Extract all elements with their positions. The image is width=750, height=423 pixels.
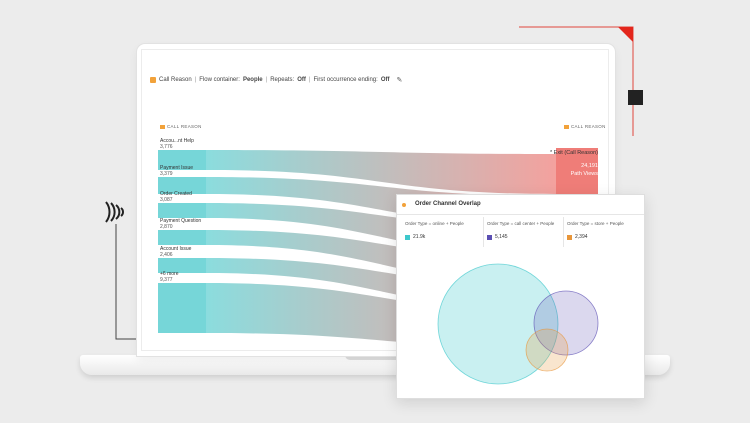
segment-value: 21.9k (413, 234, 426, 240)
left-header-label: CALL REASON (167, 124, 202, 129)
segment-name: Order Type = store + People (567, 221, 624, 226)
flow-ribbon[interactable] (206, 150, 556, 194)
dimension-name[interactable]: Call Reason (159, 77, 192, 83)
first-occurrence-value[interactable]: Off (380, 77, 390, 83)
flow-node-value: 3,087 (160, 197, 173, 203)
segment-name: Order Type = call center + People (487, 221, 555, 226)
venn-diagram (437, 263, 599, 385)
first-occurrence-label: First occurrence ending: (313, 77, 378, 83)
segment-swatch (487, 234, 492, 240)
container-value[interactable]: People (242, 77, 263, 83)
order-channel-overlap-card: Order Channel Overlap Order Type = onlin… (396, 194, 645, 399)
container-label: Flow container: (199, 77, 240, 83)
edit-pencil-icon[interactable]: ✎ (396, 77, 403, 84)
laptop-notch (345, 355, 405, 360)
segment-count: 2,394 (567, 234, 588, 240)
flow-node-value: 9,377 (160, 277, 173, 283)
bracket-line (115, 224, 140, 340)
signal-arcs-icon (105, 201, 124, 223)
segment-value: 2,394 (575, 234, 588, 240)
card-status-dot (402, 203, 406, 207)
segment-swatch (567, 234, 572, 240)
segment-name: Order Type = online + People (405, 221, 464, 226)
flow-node-bar[interactable] (158, 150, 206, 170)
flow-node-value: 3,379 (160, 171, 173, 177)
flow-node-bar[interactable] (158, 258, 206, 273)
card-title: Order Channel Overlap (415, 201, 481, 207)
exit-node-count: 24,191 Path Views (571, 162, 598, 178)
segment-count: 5,145 (487, 234, 508, 240)
flow-node-label: Payment Question (160, 218, 202, 224)
flow-node-value: 2,406 (160, 252, 173, 258)
flow-node-bar[interactable] (158, 203, 206, 218)
flow-node-bar[interactable] (158, 283, 206, 333)
flow-node[interactable]: Order Created 3,087 (160, 191, 192, 203)
segment-count: 21.9k (405, 234, 425, 240)
flow-settings-bar: Call Reason | Flow container: People | R… (150, 76, 402, 84)
flow-node-bar[interactable] (158, 230, 206, 245)
exit-node-label: * Exit (Call Reason) (550, 150, 598, 156)
repeats-label: Repeats: (270, 77, 295, 83)
right-column-header: CALL REASON (564, 124, 606, 129)
segment-swatch (405, 234, 410, 240)
flow-node[interactable]: Payment Issue 3,379 (160, 165, 193, 177)
flow-node[interactable]: +6 more 9,377 (160, 271, 178, 283)
divider (397, 214, 644, 215)
venn-circle[interactable] (525, 328, 569, 372)
dimension-icon (160, 124, 165, 129)
segment-legend-item[interactable]: Order Type = store + People 2,394 (563, 217, 639, 247)
flow-node-label: Payment Issue (160, 165, 194, 171)
flow-node-label: Accou...nt Help (160, 138, 194, 144)
flow-node-label: +6 more (160, 271, 179, 277)
flow-node[interactable]: Account Issue 2,406 (160, 246, 191, 258)
flow-node-bar[interactable] (158, 177, 206, 194)
segment-legend-item[interactable]: Order Type = call center + People 5,145 (483, 217, 564, 247)
dark-square-marker (628, 90, 643, 105)
exit-value: 24,191 (581, 163, 598, 169)
flow-node-label: Account Issue (160, 246, 192, 252)
segment-value: 5,145 (495, 234, 508, 240)
flow-node-value: 3,776 (160, 144, 173, 150)
repeats-value[interactable]: Off (297, 77, 306, 83)
left-column-header: CALL REASON (160, 124, 202, 129)
flow-node[interactable]: Accou...nt Help 3,776 (160, 138, 194, 150)
venn-circle[interactable] (437, 263, 559, 385)
segment-legend-item[interactable]: Order Type = online + People 21.9k (401, 217, 484, 247)
flow-node[interactable]: Payment Question 2,870 (160, 218, 201, 230)
flow-node-value: 2,870 (160, 224, 173, 230)
right-header-label: CALL REASON (571, 124, 606, 129)
exit-unit: Path Views (570, 171, 598, 177)
dimension-icon (150, 77, 156, 83)
dimension-icon (564, 124, 569, 129)
flow-node-label: Order Created (160, 191, 192, 197)
venn-circle[interactable] (533, 290, 599, 356)
